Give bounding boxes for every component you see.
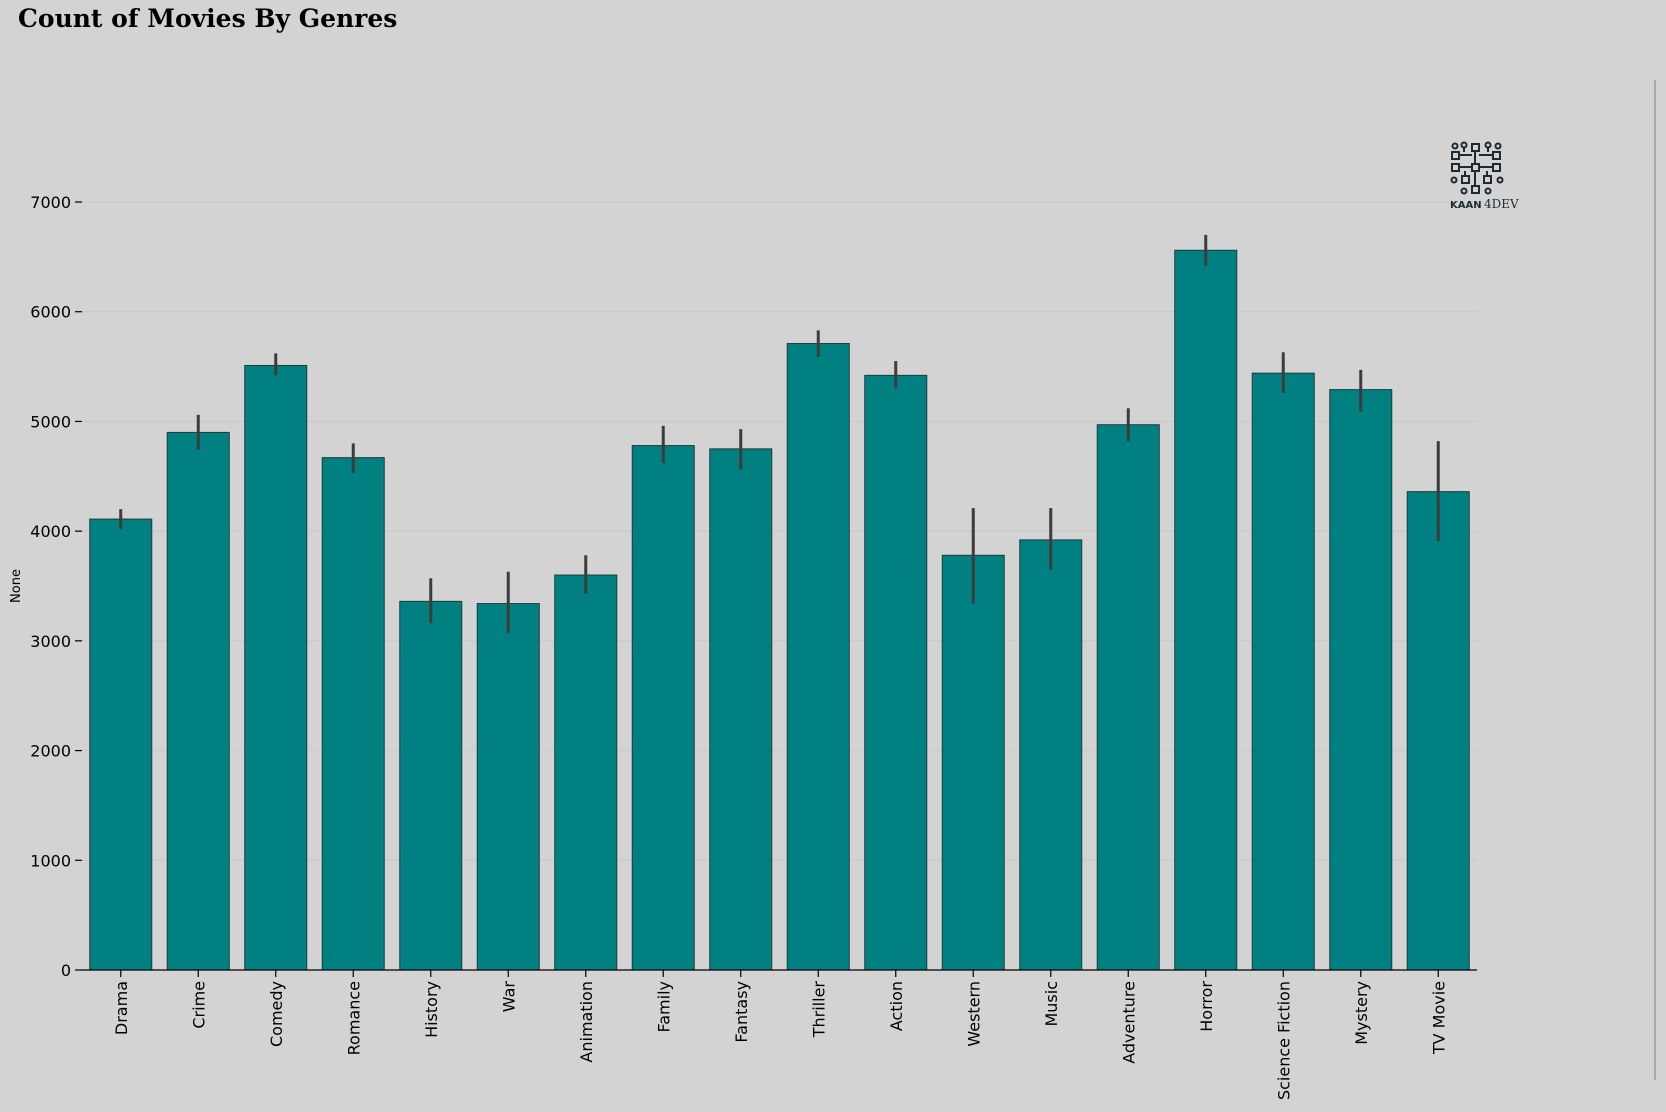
y-tick-label: 7000 [30, 193, 71, 212]
bar-fantasy [709, 448, 773, 971]
x-tick-label: History [422, 981, 441, 1038]
bar-animation [554, 574, 618, 971]
y-tick-label: 6000 [30, 303, 71, 322]
bar-crime [166, 431, 230, 971]
x-tick-label: Science Fiction [1274, 981, 1293, 1100]
y-tick-label: 1000 [30, 851, 71, 870]
x-tick-label: Horror [1197, 981, 1216, 1032]
error-bars [119, 234, 1440, 634]
bar-action [864, 374, 928, 971]
logo-text: KAAN [1450, 200, 1482, 211]
bar-history [399, 600, 463, 971]
y-tick-label: 3000 [30, 632, 71, 651]
bar-adventure [1096, 424, 1160, 971]
bar-comedy [244, 364, 308, 971]
x-tick-label: Romance [344, 981, 363, 1055]
bar-family [631, 445, 695, 971]
circuit-brain-icon: KAAN 4DEV [1450, 141, 1519, 211]
x-tick-label: Mystery [1352, 981, 1371, 1045]
gridlines [82, 201, 1477, 861]
axes [75, 201, 1477, 977]
bar-western [941, 554, 1005, 971]
y-tick-label: 0 [61, 961, 71, 980]
bar-tv-movie [1406, 491, 1470, 971]
bar-thriller [786, 343, 850, 971]
y-tick-label: 2000 [30, 742, 71, 761]
x-tick-label: Animation [577, 981, 596, 1063]
x-tick-label: Adventure [1119, 981, 1138, 1064]
x-tick-label: Music [1042, 981, 1061, 1027]
x-tick-label: Thriller [809, 981, 828, 1039]
y-tick-labels: 0 1000 2000 3000 4000 5000 6000 7000 [30, 193, 71, 980]
x-tick-label: TV Movie [1429, 981, 1448, 1055]
x-tick-label: Fantasy [732, 981, 751, 1043]
x-tick-label: Drama [112, 981, 131, 1035]
bar-music [1019, 539, 1083, 971]
logo-text-suffix: 4DEV [1484, 197, 1519, 211]
bar-drama [89, 518, 153, 971]
bar-horror [1174, 249, 1238, 971]
bar-romance [321, 457, 385, 971]
x-tick-label: Comedy [267, 981, 286, 1047]
y-axis-label: None [9, 569, 24, 603]
chart-title: Count of Movies By Genres [18, 4, 398, 33]
bar-science-fiction [1251, 372, 1315, 971]
bar-mystery [1329, 389, 1393, 971]
x-tick-labels: Drama Crime Comedy Romance History War Animati… [112, 981, 1449, 1100]
x-tick-label: Action [887, 981, 906, 1031]
y-tick-label: 5000 [30, 412, 71, 431]
x-tick-label: War [499, 981, 518, 1013]
bar-war [476, 603, 540, 971]
x-tick-label: Western [964, 981, 983, 1047]
y-tick-label: 4000 [30, 522, 71, 541]
x-tick-label: Crime [189, 981, 208, 1029]
bars [89, 249, 1470, 971]
x-tick-label: Family [654, 981, 673, 1032]
